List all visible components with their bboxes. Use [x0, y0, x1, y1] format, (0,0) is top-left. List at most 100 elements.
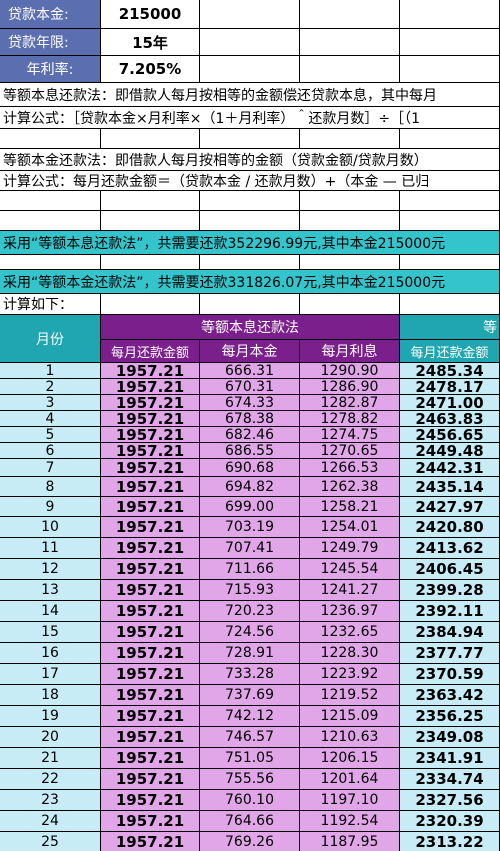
month-cell[interactable]: 17 [0, 664, 101, 685]
empty-cell[interactable] [200, 211, 300, 231]
principal-cell[interactable]: 715.93 [200, 580, 300, 601]
principal-cell[interactable]: 690.68 [200, 459, 300, 477]
empty-cell[interactable] [101, 191, 200, 211]
month-cell[interactable]: 20 [0, 727, 101, 748]
empty-cell[interactable] [200, 0, 300, 29]
payment-cell[interactable]: 1957.21 [101, 427, 200, 443]
payment2-cell[interactable]: 2334.74 [400, 769, 500, 790]
empty-cell[interactable] [300, 0, 400, 29]
payment-cell[interactable]: 1957.21 [101, 363, 200, 379]
payment2-cell[interactable]: 2384.94 [400, 622, 500, 643]
month-cell[interactable]: 2 [0, 379, 101, 395]
month-cell[interactable]: 6 [0, 443, 101, 459]
payment-cell[interactable]: 1957.21 [101, 685, 200, 706]
empty-cell[interactable] [400, 294, 500, 315]
equal-p-formula[interactable]: 计算公式：每月还款金额＝（贷款本金 / 还款月数）+（本金 — 已归 [0, 171, 500, 191]
principal-cell[interactable]: 733.28 [200, 664, 300, 685]
empty-cell[interactable] [101, 255, 200, 270]
principal-cell[interactable]: 737.69 [200, 685, 300, 706]
payment-cell[interactable]: 1957.21 [101, 664, 200, 685]
interest-cell[interactable]: 1187.95 [300, 832, 400, 851]
col-monthly-payment[interactable]: 每月还款金额 [101, 340, 200, 363]
empty-cell[interactable] [400, 191, 500, 211]
principal-cell[interactable]: 711.66 [200, 559, 300, 580]
payment-cell[interactable]: 1957.21 [101, 395, 200, 411]
payment2-cell[interactable]: 2456.65 [400, 427, 500, 443]
payment2-cell[interactable]: 2420.80 [400, 517, 500, 538]
equal-p-total[interactable]: 采用“等额本金还款法”，共需要还款331826.07元,其中本金215000元 [0, 270, 500, 294]
principal-cell[interactable]: 728.91 [200, 643, 300, 664]
interest-cell[interactable]: 1278.82 [300, 411, 400, 427]
payment2-cell[interactable]: 2356.25 [400, 706, 500, 727]
month-cell[interactable]: 23 [0, 790, 101, 811]
principal-cell[interactable]: 670.31 [200, 379, 300, 395]
month-cell[interactable]: 1 [0, 363, 101, 379]
interest-cell[interactable]: 1270.65 [300, 443, 400, 459]
payment-cell[interactable]: 1957.21 [101, 443, 200, 459]
payment2-cell[interactable]: 2392.11 [400, 601, 500, 622]
interest-cell[interactable]: 1274.75 [300, 427, 400, 443]
interest-cell[interactable]: 1249.79 [300, 538, 400, 559]
empty-cell[interactable] [0, 129, 101, 149]
month-cell[interactable]: 21 [0, 748, 101, 769]
payment-cell[interactable]: 1957.21 [101, 379, 200, 395]
empty-cell[interactable] [300, 255, 400, 270]
equal-p-group-header[interactable]: 等 [400, 315, 500, 340]
principal-cell[interactable]: 674.33 [200, 395, 300, 411]
payment-cell[interactable]: 1957.21 [101, 517, 200, 538]
empty-cell[interactable] [400, 129, 500, 149]
interest-cell[interactable]: 1197.10 [300, 790, 400, 811]
empty-cell[interactable] [400, 0, 500, 29]
rate-value[interactable]: 7.205% [101, 56, 200, 83]
payment-cell[interactable]: 1957.21 [101, 538, 200, 559]
empty-cell[interactable] [400, 255, 500, 270]
principal-value[interactable]: 215000 [101, 0, 200, 29]
month-cell[interactable]: 14 [0, 601, 101, 622]
empty-cell[interactable] [300, 129, 400, 149]
payment2-cell[interactable]: 2449.48 [400, 443, 500, 459]
month-cell[interactable]: 9 [0, 497, 101, 517]
empty-cell[interactable] [300, 29, 400, 56]
payment2-cell[interactable]: 2478.17 [400, 379, 500, 395]
equal-pi-total[interactable]: 采用“等额本息还款法”，共需要还款352296.99元,其中本金215000元 [0, 231, 500, 255]
interest-cell[interactable]: 1266.53 [300, 459, 400, 477]
payment-cell[interactable]: 1957.21 [101, 622, 200, 643]
interest-cell[interactable]: 1241.27 [300, 580, 400, 601]
equal-p-description[interactable]: 等额本金还款法：即借款人每月按相等的金额（贷款金额/贷款月数） [0, 149, 500, 171]
empty-cell[interactable] [300, 191, 400, 211]
payment-cell[interactable]: 1957.21 [101, 497, 200, 517]
interest-cell[interactable]: 1192.54 [300, 811, 400, 832]
principal-cell[interactable]: 724.56 [200, 622, 300, 643]
month-cell[interactable]: 5 [0, 427, 101, 443]
month-cell[interactable]: 24 [0, 811, 101, 832]
empty-cell[interactable] [200, 191, 300, 211]
payment-cell[interactable]: 1957.21 [101, 643, 200, 664]
month-cell[interactable]: 3 [0, 395, 101, 411]
empty-cell[interactable] [0, 211, 101, 231]
interest-cell[interactable]: 1206.15 [300, 748, 400, 769]
payment2-cell[interactable]: 2406.45 [400, 559, 500, 580]
col-monthly-interest[interactable]: 每月利息 [300, 340, 400, 363]
empty-cell[interactable] [400, 211, 500, 231]
payment2-cell[interactable]: 2427.97 [400, 497, 500, 517]
equal-pi-group-header[interactable]: 等额本息还款法 [101, 315, 400, 340]
principal-cell[interactable]: 755.56 [200, 769, 300, 790]
payment-cell[interactable]: 1957.21 [101, 411, 200, 427]
payment2-cell[interactable]: 2435.14 [400, 477, 500, 497]
interest-cell[interactable]: 1219.52 [300, 685, 400, 706]
principal-cell[interactable]: 666.31 [200, 363, 300, 379]
years-label[interactable]: 贷款年限: [0, 29, 101, 56]
month-cell[interactable]: 4 [0, 411, 101, 427]
principal-cell[interactable]: 678.38 [200, 411, 300, 427]
payment2-cell[interactable]: 2320.39 [400, 811, 500, 832]
payment-cell[interactable]: 1957.21 [101, 769, 200, 790]
col-monthly-payment-2[interactable]: 每月还款金额 [400, 340, 500, 363]
principal-cell[interactable]: 694.82 [200, 477, 300, 497]
payment2-cell[interactable]: 2377.77 [400, 643, 500, 664]
month-cell[interactable]: 16 [0, 643, 101, 664]
payment-cell[interactable]: 1957.21 [101, 706, 200, 727]
principal-cell[interactable]: 742.12 [200, 706, 300, 727]
interest-cell[interactable]: 1215.09 [300, 706, 400, 727]
empty-cell[interactable] [200, 255, 300, 270]
empty-cell[interactable] [200, 129, 300, 149]
